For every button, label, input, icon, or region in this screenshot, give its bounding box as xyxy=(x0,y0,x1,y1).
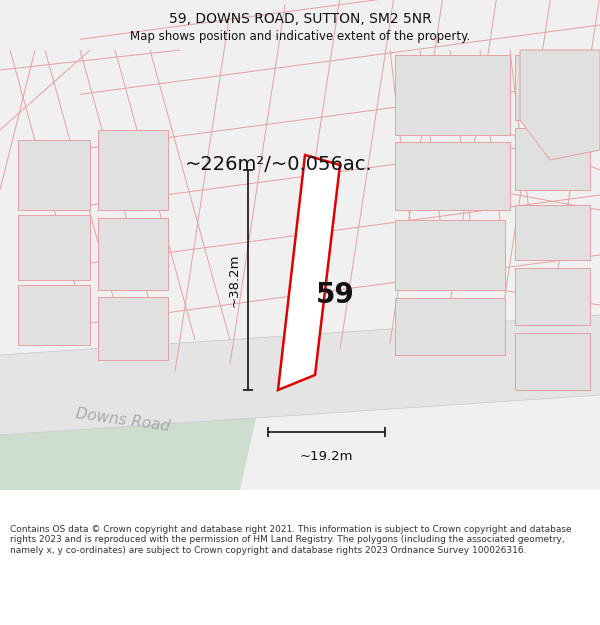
Text: 59, DOWNS ROAD, SUTTON, SM2 5NR: 59, DOWNS ROAD, SUTTON, SM2 5NR xyxy=(169,12,431,26)
Polygon shape xyxy=(395,298,505,355)
Text: Contains OS data © Crown copyright and database right 2021. This information is : Contains OS data © Crown copyright and d… xyxy=(10,525,572,555)
Polygon shape xyxy=(515,55,590,120)
Polygon shape xyxy=(18,140,90,210)
Polygon shape xyxy=(0,350,260,490)
Text: Downs Road: Downs Road xyxy=(75,406,171,434)
Polygon shape xyxy=(515,333,590,390)
Text: ~226m²/~0.056ac.: ~226m²/~0.056ac. xyxy=(185,155,373,174)
Polygon shape xyxy=(0,315,600,435)
Polygon shape xyxy=(278,155,340,390)
Polygon shape xyxy=(18,215,90,280)
Polygon shape xyxy=(515,268,590,325)
Polygon shape xyxy=(515,128,590,190)
Text: Map shows position and indicative extent of the property.: Map shows position and indicative extent… xyxy=(130,30,470,43)
Text: ~19.2m: ~19.2m xyxy=(300,450,353,463)
Polygon shape xyxy=(395,55,510,135)
Polygon shape xyxy=(395,142,510,210)
Polygon shape xyxy=(98,218,168,290)
Text: ~38.2m: ~38.2m xyxy=(227,253,241,307)
Polygon shape xyxy=(515,205,590,260)
Polygon shape xyxy=(98,297,168,360)
Polygon shape xyxy=(18,285,90,345)
Polygon shape xyxy=(395,220,505,290)
Text: 59: 59 xyxy=(316,281,355,309)
Polygon shape xyxy=(520,50,600,160)
Polygon shape xyxy=(98,130,168,210)
